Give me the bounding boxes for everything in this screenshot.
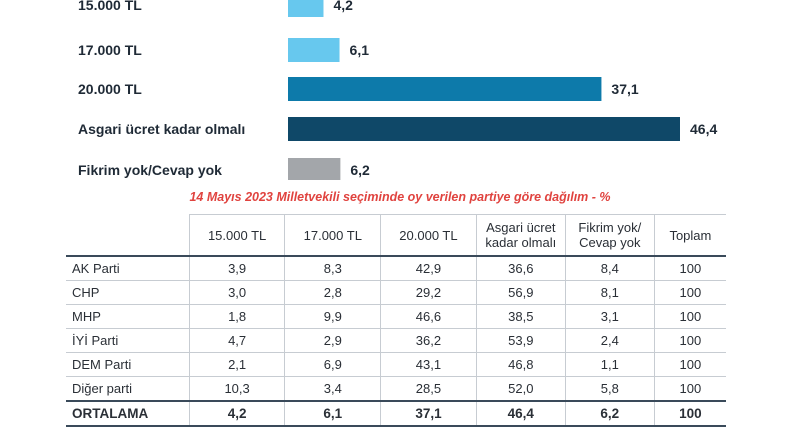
value-cell: 3,9 — [188, 255, 286, 281]
bar-value-label: 6,2 — [350, 162, 370, 178]
total-value-cell: 6,1 — [284, 400, 382, 427]
total-value-cell: 100 — [653, 400, 726, 427]
value-cell: 2,4 — [564, 328, 655, 353]
value-cell: 100 — [653, 376, 726, 402]
header-cell-corner — [66, 214, 190, 257]
total-label-cell: ORTALAMA — [66, 400, 190, 427]
bar — [288, 158, 341, 180]
party-breakdown-table: 15.000 TL 17.000 TL 20.000 TL Asgari ücr… — [66, 214, 726, 427]
bar-value-label: 37,1 — [611, 81, 638, 97]
header-cell-17000: 17.000 TL — [284, 214, 382, 257]
table-row: DEM Parti 2,1 6,9 43,1 46,8 1,1 100 — [66, 352, 726, 377]
value-cell: 52,0 — [475, 376, 566, 402]
party-name-cell: DEM Parti — [66, 352, 190, 377]
table-row: AK Parti 3,9 8,3 42,9 36,6 8,4 100 — [66, 255, 726, 281]
value-cell: 28,5 — [380, 376, 477, 402]
bar-value-label: 6,1 — [350, 42, 370, 58]
value-cell: 36,6 — [475, 255, 566, 281]
value-cell: 43,1 — [380, 352, 477, 377]
total-value-cell: 37,1 — [380, 400, 477, 427]
bar — [288, 117, 680, 141]
bar-category-label: 15.000 TL — [78, 0, 142, 13]
table-title: 14 Mayıs 2023 Milletvekili seçiminde oy … — [189, 190, 611, 204]
value-cell: 36,2 — [380, 328, 477, 353]
value-cell: 8,4 — [564, 255, 655, 281]
value-cell: 2,1 — [188, 352, 286, 377]
header-cell-total: Toplam — [653, 214, 726, 257]
party-name-cell: MHP — [66, 304, 190, 329]
value-cell: 4,7 — [188, 328, 286, 353]
bar-category-label: Asgari ücret kadar olmalı — [78, 121, 245, 137]
bar — [288, 77, 602, 101]
total-value-cell: 6,2 — [564, 400, 655, 427]
value-cell: 56,9 — [475, 280, 566, 305]
value-cell: 5,8 — [564, 376, 655, 402]
value-cell: 38,5 — [475, 304, 566, 329]
total-value-cell: 4,2 — [188, 400, 286, 427]
value-cell: 1,1 — [564, 352, 655, 377]
header-cell-no-answer: Fikrim yok/ Cevap yok — [564, 214, 655, 257]
value-cell: 3,4 — [284, 376, 382, 402]
table-header-row: 15.000 TL 17.000 TL 20.000 TL Asgari ücr… — [66, 214, 726, 257]
value-cell: 100 — [653, 304, 726, 329]
value-cell: 2,8 — [284, 280, 382, 305]
party-name-cell: AK Parti — [66, 255, 190, 281]
value-cell: 46,8 — [475, 352, 566, 377]
value-cell: 42,9 — [380, 255, 477, 281]
value-cell: 8,1 — [564, 280, 655, 305]
party-name-cell: İYİ Parti — [66, 328, 190, 353]
value-cell: 100 — [653, 352, 726, 377]
header-cell-15000: 15.000 TL — [188, 214, 286, 257]
value-cell: 46,6 — [380, 304, 477, 329]
table-row: MHP 1,8 9,9 46,6 38,5 3,1 100 — [66, 304, 726, 329]
bar-category-label: 17.000 TL — [78, 42, 142, 58]
value-cell: 3,0 — [188, 280, 286, 305]
value-cell: 6,9 — [284, 352, 382, 377]
value-cell: 29,2 — [380, 280, 477, 305]
value-cell: 3,1 — [564, 304, 655, 329]
value-cell: 8,3 — [284, 255, 382, 281]
bar-value-label: 4,2 — [333, 0, 353, 13]
party-name-cell: CHP — [66, 280, 190, 305]
bar-category-label: 20.000 TL — [78, 81, 142, 97]
bar-value-label: 46,4 — [690, 121, 717, 137]
value-cell: 100 — [653, 255, 726, 281]
value-cell: 100 — [653, 280, 726, 305]
bar — [288, 38, 340, 62]
header-cell-20000: 20.000 TL — [380, 214, 477, 257]
table-body: AK Parti 3,9 8,3 42,9 36,6 8,4 100 CHP 3,0 2,8 29,… — [66, 255, 726, 427]
header-cell-min-wage: Asgari ücret kadar olmalı — [475, 214, 566, 257]
bar-category-label: Fikrim yok/Cevap yok — [78, 162, 222, 178]
table-row: Diğer parti 10,3 3,4 28,5 52,0 5,8 100 — [66, 376, 726, 402]
table-row: CHP 3,0 2,8 29,2 56,9 8,1 100 — [66, 280, 726, 305]
value-cell: 2,9 — [284, 328, 382, 353]
table-total-row: ORTALAMA 4,2 6,1 37,1 46,4 6,2 100 — [66, 400, 726, 427]
table-row: İYİ Parti 4,7 2,9 36,2 53,9 2,4 100 — [66, 328, 726, 353]
value-cell: 9,9 — [284, 304, 382, 329]
total-value-cell: 46,4 — [475, 400, 566, 427]
bar — [288, 0, 324, 17]
party-name-cell: Diğer parti — [66, 376, 190, 402]
value-cell: 1,8 — [188, 304, 286, 329]
value-cell: 100 — [653, 328, 726, 353]
value-cell: 10,3 — [188, 376, 286, 402]
value-cell: 53,9 — [475, 328, 566, 353]
bar-chart: 15.000 TL 4,2 17.000 TL 6,1 20.000 TL 37,1 Asg… — [78, 0, 717, 180]
